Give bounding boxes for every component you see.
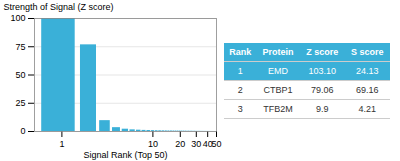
- svg-text:Strength of Signal (Z score): Strength of Signal (Z score): [4, 2, 114, 12]
- html-text:69.16: 69.16: [356, 84, 379, 95]
- html-text:9.9: 9.9: [315, 103, 329, 114]
- html-text:1: 1: [237, 65, 243, 76]
- svg-text:100: 100: [10, 13, 25, 23]
- html-text:2: 2: [237, 84, 243, 95]
- svg-text:Signal Rank (Top 50): Signal Rank (Top 50): [83, 150, 167, 160]
- html-text:Protein: Protein: [262, 46, 294, 57]
- svg-text:75: 75: [15, 42, 25, 52]
- svg-text:0: 0: [20, 126, 25, 136]
- html-text:TFB2M: TFB2M: [263, 103, 293, 114]
- html-text:S score: S score: [351, 46, 384, 57]
- html-text:EMD: EMD: [268, 65, 289, 76]
- html-text:24.13: 24.13: [356, 65, 379, 76]
- html-text:3: 3: [237, 103, 243, 114]
- html-text:Z score: Z score: [306, 46, 339, 57]
- html-text:CTBP1: CTBP1: [263, 84, 293, 95]
- svg-text:30: 30: [191, 139, 201, 149]
- svg-text:25: 25: [15, 98, 25, 108]
- svg-text:20: 20: [175, 139, 185, 149]
- html-text:4.21: 4.21: [358, 103, 376, 114]
- svg-text:10: 10: [148, 139, 158, 149]
- svg-text:50: 50: [211, 139, 221, 149]
- svg-text:40: 40: [202, 138, 213, 149]
- svg-text:1: 1: [59, 139, 64, 149]
- html-text:Rank: Rank: [229, 46, 252, 57]
- html-text:79.06: 79.06: [310, 84, 334, 95]
- html-text:103.10: 103.10: [308, 65, 336, 76]
- svg-text:50: 50: [15, 70, 25, 80]
